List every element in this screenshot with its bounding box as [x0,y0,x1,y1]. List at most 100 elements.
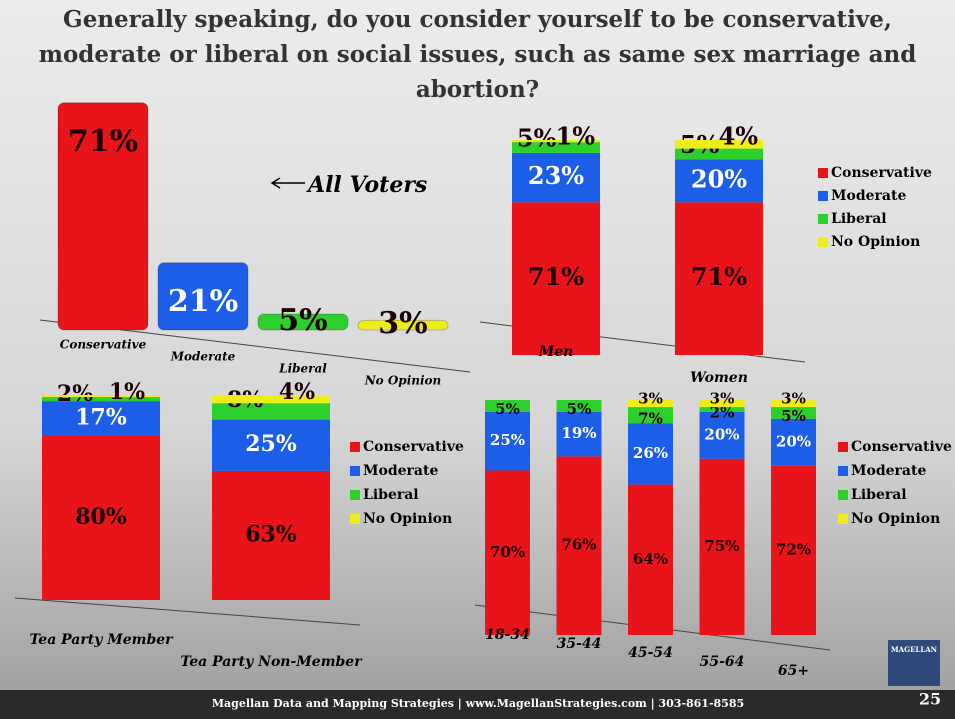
legend-swatch [350,490,360,500]
bar-segment [628,407,673,424]
legend-label: Liberal [851,487,907,503]
legend-swatch [350,514,360,524]
value-label: 5% [278,303,327,338]
category-label: Tea Party Non-Member [180,654,363,670]
bar-segment [675,140,763,149]
value-label: 2% [57,381,93,407]
bar-segment [556,456,602,635]
bar-segment [512,202,600,355]
legend-label: No Opinion [831,234,920,250]
legend-swatch [818,168,828,178]
value-label: 64% [633,550,668,568]
bar-segment [42,397,160,402]
value-label: 4% [279,379,315,405]
footer: Magellan Data and Mapping Strategies | w… [212,697,744,710]
category-label: No Opinion [364,374,442,388]
value-label: 71% [691,262,747,291]
slide-title: Generally speaking, do you consider your… [38,6,917,103]
page-number: 25 [919,690,941,709]
legend-label: No Opinion [363,511,452,527]
legend-label: Liberal [831,211,887,227]
bar-segment [771,418,816,466]
value-label: 63% [245,521,297,547]
bar [257,313,349,331]
legend-swatch [818,191,828,201]
value-label: 5% [567,400,592,418]
logo [888,640,940,686]
bar-segment [628,423,673,485]
bar-segment [212,470,330,600]
value-label: 20% [691,164,747,193]
value-label: 23% [528,161,584,190]
bar-segment [485,400,530,412]
legend-swatch [838,514,848,524]
category-label: 65+ [778,663,809,679]
bar-segment [675,159,763,203]
category-label: 18-34 [485,627,530,643]
bar-segment [42,401,160,436]
category-label: Liberal [278,362,327,376]
category-label: Tea Party Member [29,632,174,648]
value-label: 3% [710,390,735,408]
value-label: 1% [556,122,596,151]
category-label: 55-64 [700,654,745,670]
legend-label: No Opinion [851,511,940,527]
legend-label: Liberal [363,487,419,503]
legend-label: Conservative [363,439,464,455]
bar-segment [42,436,160,600]
bar [57,102,149,331]
annotation: All Voters [306,172,427,198]
value-label: 3% [378,306,427,341]
bar [357,319,449,331]
value-label: 75% [704,537,739,555]
value-label: 25% [490,431,525,449]
logo-text: MAGELLAN [891,645,938,654]
value-label: 25% [245,431,297,457]
value-label: 5% [781,407,806,425]
bar-segment [212,403,330,420]
legend-swatch [838,442,848,452]
bar-segment [699,411,745,459]
footer-bar [0,690,955,719]
bar-segment [699,407,745,412]
value-label: 20% [704,425,739,443]
value-label: 3% [638,390,663,408]
category-label: Moderate [170,350,236,364]
bar-segment [699,400,745,408]
bar-segment [628,484,673,635]
value-label: 71% [68,124,138,159]
legend-label: Conservative [851,439,952,455]
legend-label: Moderate [363,463,438,479]
value-label: 72% [776,540,811,558]
value-label: 71% [528,262,584,291]
bar-segment [212,395,330,404]
value-label: 5% [495,400,520,418]
bar-segment [512,152,600,203]
legend-swatch [350,466,360,476]
legend-swatch [350,442,360,452]
legend-label: Moderate [851,463,926,479]
value-label: 19% [561,424,596,442]
value-label: 2% [710,403,735,421]
bar-segment [212,419,330,471]
value-label: 80% [75,504,127,530]
bar-segment [771,407,816,419]
value-label: 26% [633,444,668,462]
axis-line [14,597,361,626]
bar-segment [699,458,745,635]
bar [157,262,249,331]
value-label: 1% [109,379,145,405]
category-label: 35-44 [557,636,602,652]
legend-swatch [838,466,848,476]
value-label: 21% [168,284,238,319]
value-label: 5% [517,124,557,153]
bar-segment [771,465,816,635]
legend-label: Moderate [831,188,906,204]
bar-segment [675,148,763,160]
bar-segment [556,400,602,412]
bar-segment [485,411,530,471]
legend-swatch [838,490,848,500]
value-label: 70% [490,543,525,561]
